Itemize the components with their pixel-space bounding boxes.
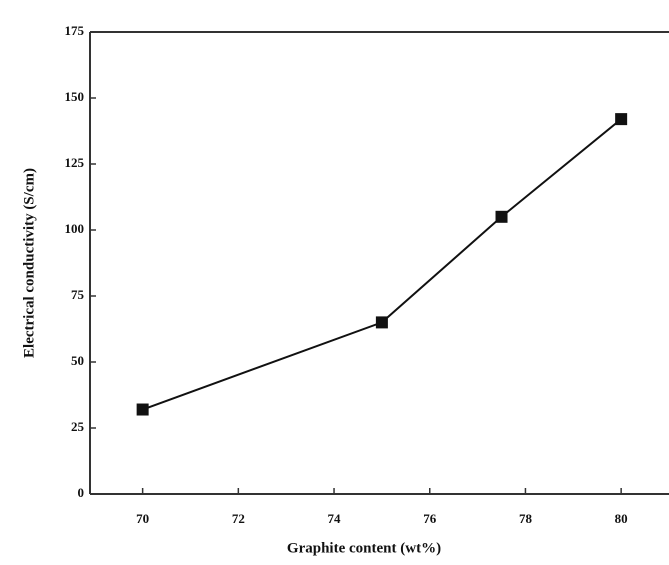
marker <box>376 316 388 328</box>
x-tick-label: 80 <box>615 511 628 526</box>
x-tick-label: 76 <box>423 511 437 526</box>
y-axis-title: Electrical conductivity (S/cm) <box>21 168 37 358</box>
marker <box>137 404 149 416</box>
x-tick-label: 72 <box>232 511 245 526</box>
y-tick-label: 100 <box>65 221 85 236</box>
y-tick-label: 75 <box>71 287 85 302</box>
chart: Graphite content (wt%) Electrical conduc… <box>0 0 669 565</box>
marker <box>496 211 508 223</box>
y-tick-label: 0 <box>78 485 85 500</box>
y-tick-label: 125 <box>65 155 85 170</box>
x-tick-label: 78 <box>519 511 533 526</box>
x-axis-title: Graphite content (wt%) <box>287 540 441 556</box>
x-tick-label: 70 <box>136 511 149 526</box>
y-tick-label: 50 <box>71 353 84 368</box>
y-tick-label: 150 <box>65 89 85 104</box>
y-tick-label: 25 <box>71 419 85 434</box>
y-tick-label: 175 <box>65 23 85 38</box>
marker <box>615 113 627 125</box>
x-tick-label: 74 <box>328 511 342 526</box>
series-line <box>143 119 622 409</box>
